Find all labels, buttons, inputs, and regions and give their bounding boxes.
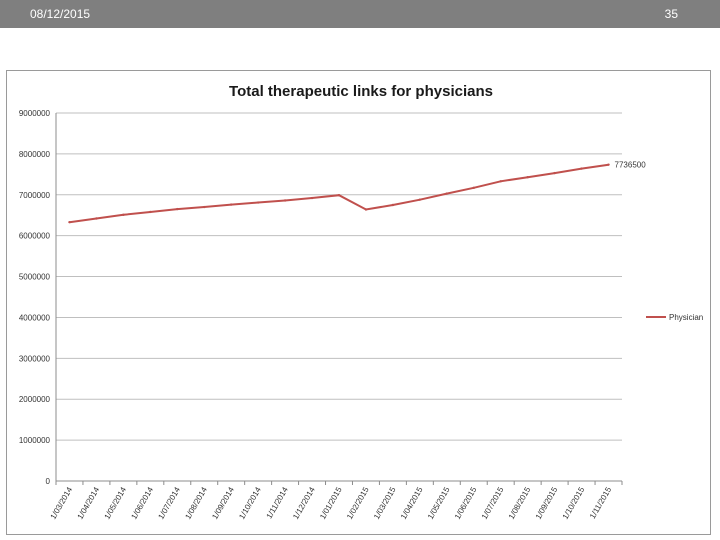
x-tick-label: 1/05/2015 [426, 485, 452, 521]
y-tick-label: 2000000 [19, 395, 51, 404]
header-date: 08/12/2015 [30, 7, 91, 21]
page-number: 35 [664, 7, 678, 21]
legend-label: Physician [669, 313, 703, 322]
y-tick-label: 8000000 [19, 150, 51, 159]
x-tick-label: 1/03/2015 [372, 485, 398, 521]
data-point [229, 203, 233, 206]
x-tick-label: 1/04/2015 [399, 485, 425, 521]
x-tick-label: 1/03/2014 [49, 485, 75, 521]
series-line-physician [69, 163, 609, 224]
data-point [95, 217, 98, 220]
data-point [472, 186, 475, 190]
x-tick-label: 1/04/2014 [76, 485, 102, 521]
y-tick-label: 4000000 [19, 313, 51, 322]
data-point [310, 196, 314, 200]
y-tick-label: 7000000 [19, 191, 51, 200]
x-tick-label: 1/11/2015 [588, 485, 614, 520]
chart-frame [6, 70, 711, 535]
data-point [68, 220, 71, 224]
data-point [364, 208, 368, 211]
x-tick-label: 1/09/2015 [534, 485, 560, 521]
data-point [122, 213, 125, 217]
data-point [176, 207, 179, 211]
data-point [391, 203, 395, 207]
x-tick-label: 1/08/2014 [183, 485, 209, 521]
y-tick-label: 0 [46, 477, 51, 486]
x-tick-label: 1/05/2014 [103, 485, 129, 521]
x-tick-label: 1/06/2014 [129, 485, 155, 521]
x-tick-label: 1/08/2015 [507, 485, 533, 521]
x-tick-label: 1/11/2014 [265, 485, 291, 520]
x-tick-label: 1/10/2015 [561, 485, 587, 521]
data-point [418, 198, 422, 201]
data-point [337, 193, 341, 197]
x-tick-label: 1/02/2015 [345, 485, 371, 521]
end-value-label: 7736500 [615, 161, 647, 170]
y-tick-label: 1000000 [19, 436, 51, 445]
x-tick-label: 1/06/2015 [453, 485, 479, 521]
x-tick-label: 1/07/2015 [480, 485, 506, 521]
y-tick-label: 5000000 [19, 273, 51, 282]
header-bar: 08/12/2015 35 [0, 0, 720, 28]
x-tick-label: 1/10/2014 [237, 485, 263, 521]
y-tick-label: 3000000 [19, 354, 51, 363]
data-point [283, 199, 287, 202]
data-point [149, 210, 152, 214]
y-tick-label: 6000000 [19, 232, 51, 241]
data-point [445, 192, 449, 195]
y-tick-label: 9000000 [19, 109, 51, 118]
x-tick-label: 1/09/2014 [210, 485, 236, 521]
data-point [553, 171, 556, 175]
x-tick-label: 1/01/2015 [318, 485, 344, 521]
data-point [256, 201, 260, 204]
data-point [203, 205, 206, 209]
x-tick-label: 1/07/2014 [156, 485, 182, 521]
data-point [499, 180, 502, 183]
data-point [607, 163, 610, 166]
data-point [580, 167, 583, 170]
x-tick-label: 1/12/2014 [291, 485, 317, 521]
chart-title: Total therapeutic links for physicians [229, 83, 493, 100]
data-point [526, 175, 529, 179]
